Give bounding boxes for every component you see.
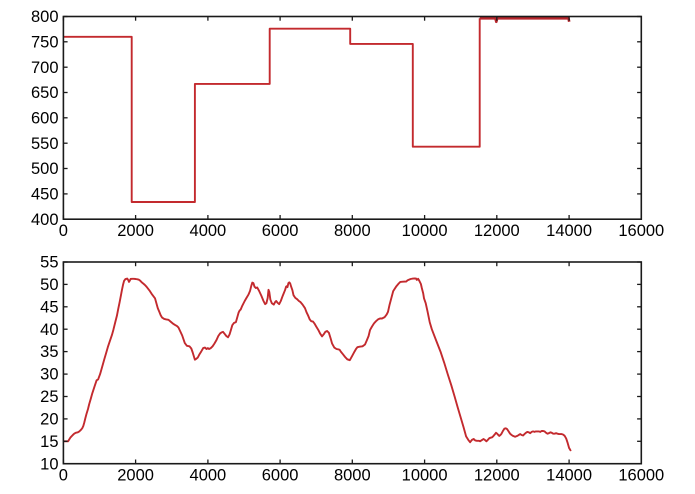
svg-text:25: 25 [40,388,58,406]
svg-text:40: 40 [40,321,58,339]
svg-text:650: 650 [31,84,59,102]
svg-text:4000: 4000 [190,467,227,485]
svg-text:600: 600 [31,109,59,127]
svg-text:450: 450 [31,186,59,204]
svg-text:16000: 16000 [618,467,664,485]
svg-text:2000: 2000 [117,467,154,485]
svg-text:550: 550 [31,135,59,153]
svg-text:16000: 16000 [618,222,664,240]
svg-text:700: 700 [31,59,59,77]
svg-text:14000: 14000 [546,467,592,485]
svg-text:14000: 14000 [546,222,592,240]
svg-text:10000: 10000 [402,467,448,485]
svg-text:12000: 12000 [474,467,520,485]
svg-text:0: 0 [59,222,68,240]
svg-text:800: 800 [31,8,59,26]
svg-text:750: 750 [31,33,59,51]
svg-text:20: 20 [40,411,58,429]
svg-text:10000: 10000 [402,222,448,240]
svg-text:30: 30 [40,366,58,384]
svg-text:4000: 4000 [190,222,227,240]
svg-text:15: 15 [40,433,58,451]
svg-text:10: 10 [40,455,58,473]
svg-text:0: 0 [59,467,68,485]
svg-text:45: 45 [40,298,58,316]
svg-text:400: 400 [31,211,59,229]
svg-text:35: 35 [40,343,58,361]
svg-text:12000: 12000 [474,222,520,240]
svg-text:8000: 8000 [334,222,371,240]
svg-text:6000: 6000 [262,222,299,240]
svg-text:500: 500 [31,160,59,178]
svg-text:55: 55 [40,254,58,272]
svg-text:8000: 8000 [334,467,371,485]
svg-text:50: 50 [40,276,58,294]
svg-text:2000: 2000 [117,222,154,240]
svg-text:6000: 6000 [262,467,299,485]
